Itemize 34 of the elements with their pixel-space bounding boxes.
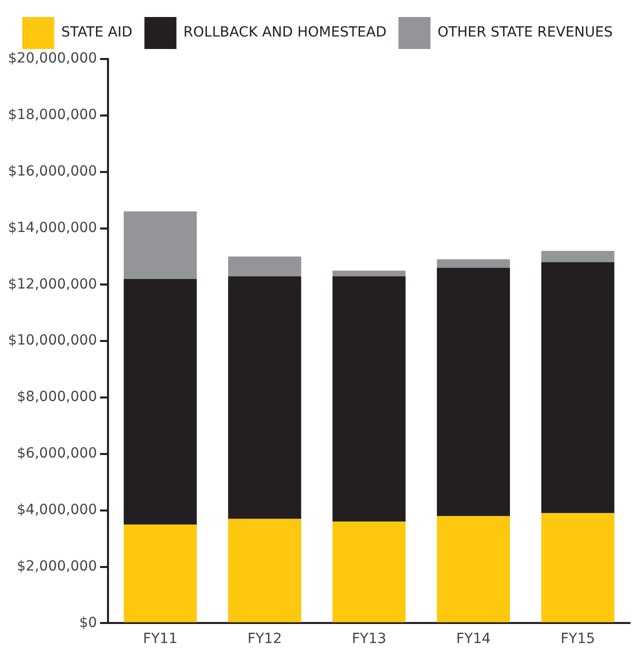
- bar: [228, 256, 302, 276]
- bar: [228, 518, 302, 622]
- legend-label: OTHER STATE REVENUES: [438, 24, 613, 41]
- y-tick-label: $10,000,000: [8, 332, 98, 349]
- bar: [332, 522, 406, 622]
- bar: [436, 516, 510, 622]
- x-tick-label: FY13: [352, 631, 386, 648]
- y-tick-label: $0: [79, 614, 98, 631]
- y-tick-label: $12,000,000: [8, 276, 98, 292]
- x-tick-label: FY14: [456, 631, 491, 648]
- bar: [436, 259, 510, 268]
- y-tick-label: $16,000,000: [8, 163, 98, 180]
- x-tick-label: FY12: [247, 631, 282, 648]
- bar: [541, 250, 614, 262]
- y-tick-label: $6,000,000: [16, 446, 98, 462]
- bar: [541, 513, 614, 622]
- bar: [124, 279, 197, 524]
- x-tick-label: FY11: [143, 631, 178, 648]
- legend-label: STATE AID: [61, 24, 132, 41]
- y-tick-label: $4,000,000: [16, 502, 98, 518]
- bar: [436, 268, 510, 516]
- y-tick-label: $20,000,000: [8, 50, 98, 67]
- legend-label: ROLLBACK AND HOMESTEAD: [183, 24, 387, 41]
- x-tick-label: FY15: [560, 631, 596, 648]
- bar: [124, 524, 197, 622]
- bar: [228, 276, 302, 519]
- bar: [124, 211, 197, 280]
- bar: [332, 276, 406, 522]
- y-tick-label: $14,000,000: [8, 220, 98, 236]
- y-tick-label: $18,000,000: [8, 107, 98, 124]
- y-tick-label: $2,000,000: [16, 558, 98, 574]
- bar: [541, 262, 614, 514]
- y-tick-label: $8,000,000: [16, 389, 98, 406]
- bar: [332, 270, 406, 276]
